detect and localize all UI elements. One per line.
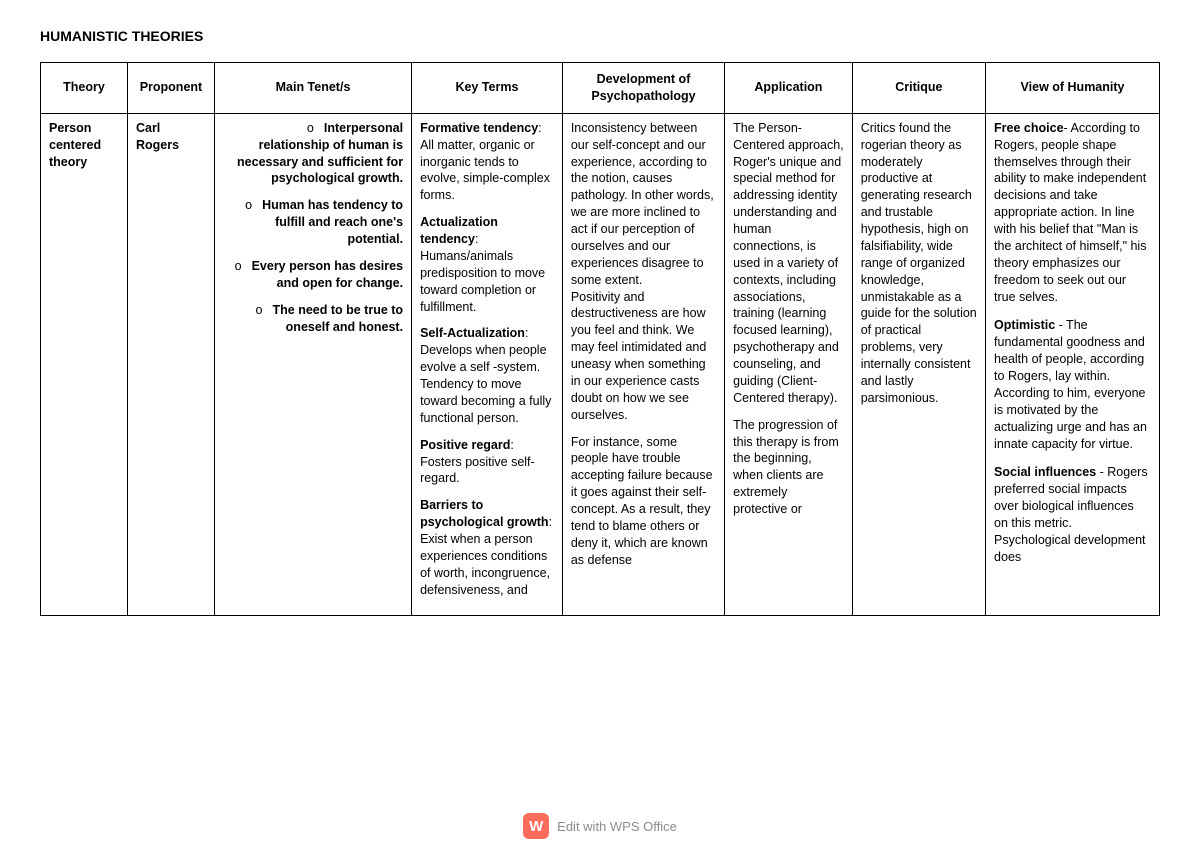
application-p1: The Person-Centered approach, Roger's un… (733, 120, 844, 407)
tenet-item: o The need to be true to oneself and hones… (223, 302, 403, 336)
view-text: - The fundamental goodness and health of… (994, 318, 1147, 450)
cell-theory: Person centered theory (41, 113, 128, 615)
tenet-item: o Every person has desires and open for ch… (223, 258, 403, 292)
footer-text: Edit with WPS Office (557, 819, 677, 834)
term-block: Barriers to psychological growth: Exist … (420, 497, 554, 598)
critique-text: Critics found the rogerian theory as mod… (861, 120, 977, 407)
wps-badge[interactable]: W Edit with WPS Office (523, 813, 677, 839)
term-text: : Develops when people evolve a self -sy… (420, 326, 551, 424)
view-block: Free choice- According to Rogers, people… (994, 120, 1151, 306)
term-label: Self-Actualization (420, 326, 525, 340)
tenet-bold: The need to be true to (273, 303, 404, 317)
cell-application: The Person-Centered approach, Roger's un… (725, 113, 853, 615)
tenet-rest: relationship of human is necessary and s… (223, 137, 403, 188)
bullet-marker: o (307, 121, 314, 135)
table-header-row: Theory Proponent Main Tenet/s Key Terms … (41, 63, 1160, 114)
header-application: Application (725, 63, 853, 114)
application-p2: The progression of this therapy is from … (733, 417, 844, 518)
development-p1: Inconsistency between our self-concept a… (571, 120, 716, 289)
term-block: Self-Actualization: Develops when people… (420, 325, 554, 426)
table-row: Person centered theory Carl Rogers o Inte… (41, 113, 1160, 615)
bullet-marker: o (235, 259, 242, 273)
term-block: Positive regard: Fosters positive self-r… (420, 437, 554, 488)
term-label: Actualization tendency (420, 215, 498, 246)
wps-icon: W (523, 813, 549, 839)
tenet-rest: oneself and honest. (223, 319, 403, 336)
document-page: HUMANISTIC THEORIES Theory Proponent Mai… (0, 0, 1200, 616)
theory-name: Person centered theory (49, 121, 101, 169)
term-label: Formative tendency (420, 121, 538, 135)
page-title: HUMANISTIC THEORIES (40, 28, 1160, 44)
view-block: Optimistic - The fundamental goodness an… (994, 317, 1151, 452)
tenet-bold: Human has tendency to (262, 198, 403, 212)
view-block: Social influences - Rogers preferred soc… (994, 464, 1151, 565)
development-p2: Positivity and destructiveness are how y… (571, 289, 716, 424)
header-view: View of Humanity (986, 63, 1160, 114)
header-tenets: Main Tenet/s (214, 63, 411, 114)
bullet-marker: o (245, 198, 252, 212)
development-p3: For instance, some people have trouble a… (571, 434, 716, 569)
bullet-marker: o (256, 303, 263, 317)
term-label: Positive regard (420, 438, 510, 452)
header-critique: Critique (852, 63, 985, 114)
tenet-item: o Interpersonal relationship of human is n… (223, 120, 403, 188)
term-block: Formative tendency: All matter, organic … (420, 120, 554, 204)
view-label: Social influences (994, 465, 1096, 479)
view-text: - Rogers preferred social impacts over b… (994, 465, 1148, 563)
tenet-bold: Interpersonal (324, 121, 403, 135)
header-theory: Theory (41, 63, 128, 114)
proponent-name: Carl Rogers (136, 121, 179, 152)
cell-critique: Critics found the rogerian theory as mod… (852, 113, 985, 615)
cell-tenets: o Interpersonal relationship of human is n… (214, 113, 411, 615)
tenet-item: o Human has tendency to fulfill and reach … (223, 197, 403, 248)
view-text: - According to Rogers, people shape them… (994, 121, 1146, 304)
header-proponent: Proponent (127, 63, 214, 114)
term-block: Actualization tendency: Humans/animals p… (420, 214, 554, 315)
cell-proponent: Carl Rogers (127, 113, 214, 615)
view-label: Free choice (994, 121, 1063, 135)
term-label: Barriers to psychological growth (420, 498, 549, 529)
cell-development: Inconsistency between our self-concept a… (562, 113, 724, 615)
tenet-bold: Every person has desires (252, 259, 403, 273)
header-development: Development of Psychopathology (562, 63, 724, 114)
tenet-rest: fulfill and reach one's potential. (223, 214, 403, 248)
header-terms: Key Terms (412, 63, 563, 114)
view-label: Optimistic (994, 318, 1055, 332)
footer-bar: W Edit with WPS Office (0, 813, 1200, 839)
cell-terms: Formative tendency: All matter, organic … (412, 113, 563, 615)
cell-view: Free choice- According to Rogers, people… (986, 113, 1160, 615)
tenet-rest: and open for change. (223, 275, 403, 292)
theories-table: Theory Proponent Main Tenet/s Key Terms … (40, 62, 1160, 616)
